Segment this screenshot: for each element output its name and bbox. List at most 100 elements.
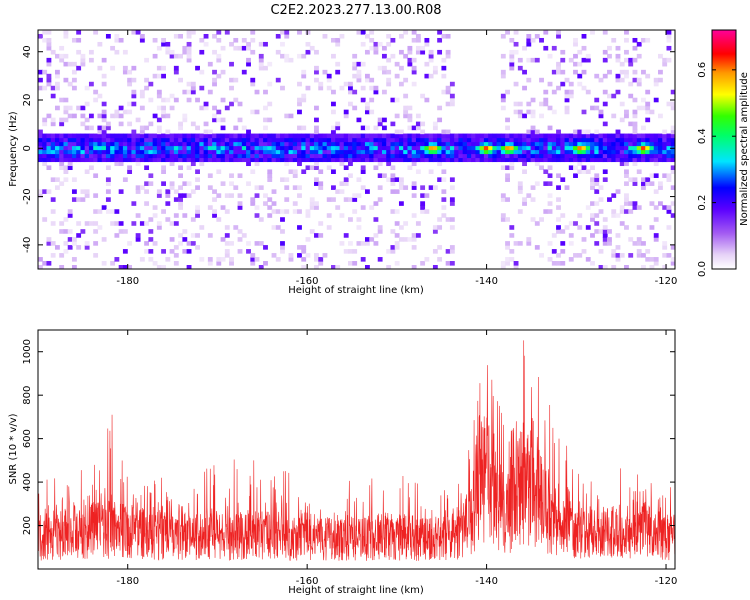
heatmap-cell <box>585 53 591 59</box>
heatmap-cell <box>301 137 307 143</box>
heatmap-cell <box>645 257 651 262</box>
heatmap-cell <box>394 133 400 139</box>
heatmap-cell <box>173 261 179 266</box>
heatmap-cell <box>84 85 90 91</box>
heatmap-cell <box>611 157 617 163</box>
heatmap-cell <box>63 149 69 155</box>
heatmap-cell <box>348 241 353 246</box>
heatmap-cell <box>105 149 111 155</box>
heatmap-cell <box>288 141 294 147</box>
heatmap-cell <box>131 89 137 95</box>
heatmap-cell <box>530 197 536 202</box>
heatmap-cell <box>50 49 56 55</box>
heatmap-cell <box>105 177 111 182</box>
heatmap-xlabel: Height of straight line (km) <box>288 285 424 296</box>
heatmap-cell <box>500 217 506 222</box>
heatmap-cell <box>263 117 268 123</box>
heatmap-cell <box>598 229 604 234</box>
heatmap-cell <box>284 113 290 119</box>
heatmap-cell <box>46 61 52 67</box>
heatmap-cell <box>263 245 268 250</box>
heatmap-cell <box>560 141 566 147</box>
heatmap-cell <box>76 137 82 143</box>
heatmap-cell <box>403 93 409 99</box>
heatmap-cell <box>411 185 417 190</box>
heatmap-cell <box>424 257 430 262</box>
heatmap-cell <box>403 30 409 35</box>
heatmap-cell <box>348 261 353 266</box>
heatmap-cell <box>424 37 430 43</box>
heatmap-cell <box>59 181 65 186</box>
heatmap-cell <box>564 185 570 190</box>
heatmap-cell <box>403 141 409 147</box>
heatmap-cell <box>314 265 319 269</box>
heatmap-cell <box>573 221 578 226</box>
heatmap-cell <box>437 145 443 151</box>
heatmap-cell <box>509 137 515 143</box>
heatmap-cell <box>343 113 349 119</box>
heatmap-cell <box>636 105 642 111</box>
heatmap-cell <box>522 45 527 51</box>
heatmap-cell <box>381 69 387 75</box>
heatmap-cell <box>122 49 128 55</box>
heatmap-cell <box>628 201 634 206</box>
heatmap-cell <box>556 261 561 266</box>
heatmap-cell <box>632 77 638 83</box>
heatmap-cell <box>46 241 52 246</box>
heatmap-cell <box>258 153 264 159</box>
heatmap-cell <box>360 41 366 47</box>
heatmap-cell <box>271 149 277 155</box>
heatmap-cell <box>432 69 438 75</box>
heatmap-cell <box>131 129 137 135</box>
heatmap-cell <box>352 53 358 59</box>
heatmap-cell <box>229 137 234 143</box>
heatmap-cell <box>390 165 396 171</box>
heatmap-cell <box>645 89 651 95</box>
heatmap-cell <box>114 161 120 167</box>
heatmap-cell <box>449 249 455 254</box>
heatmap-cell <box>186 45 192 51</box>
heatmap-cell <box>237 229 243 234</box>
heatmap-cell <box>148 173 154 178</box>
heatmap-cell <box>445 141 451 147</box>
heatmap-cell <box>594 189 600 194</box>
heatmap-cell <box>284 133 290 139</box>
heatmap-cell <box>547 241 553 246</box>
heatmap-cell <box>360 153 366 159</box>
heatmap-cell <box>411 237 417 242</box>
heatmap-cell <box>403 53 409 59</box>
heatmap-cell <box>415 125 421 131</box>
heatmap-cell <box>624 37 629 43</box>
heatmap-cell <box>280 30 285 35</box>
heatmap-cell <box>500 53 506 59</box>
y-tick-label: -20 <box>22 188 33 204</box>
heatmap-cell <box>331 169 336 174</box>
heatmap-cell <box>534 181 540 186</box>
heatmap-cell <box>415 145 421 151</box>
heatmap-cell <box>594 97 600 103</box>
heatmap-cell <box>356 61 362 67</box>
heatmap-cell <box>284 53 290 59</box>
heatmap-cell <box>127 149 133 155</box>
heatmap-cell <box>670 133 675 139</box>
heatmap-cell <box>161 133 166 139</box>
heatmap-cell <box>564 145 570 151</box>
heatmap-cell <box>331 145 336 151</box>
heatmap-cell <box>666 133 672 139</box>
heatmap-cell <box>483 133 489 139</box>
heatmap-cell <box>568 241 574 246</box>
heatmap-cell <box>233 125 239 131</box>
heatmap-cell <box>297 253 302 258</box>
heatmap-cell <box>229 257 234 262</box>
heatmap-cell <box>598 109 604 115</box>
heatmap-cell <box>636 145 642 151</box>
heatmap-cell <box>658 201 663 206</box>
heatmap-cell <box>144 145 150 151</box>
heatmap-cell <box>590 233 595 238</box>
heatmap-cell <box>186 165 192 171</box>
heatmap-cell <box>339 145 345 151</box>
heatmap-cell <box>577 137 583 143</box>
heatmap-cell <box>556 157 561 163</box>
heatmap-cell <box>152 157 158 163</box>
heatmap-cell <box>641 241 646 246</box>
